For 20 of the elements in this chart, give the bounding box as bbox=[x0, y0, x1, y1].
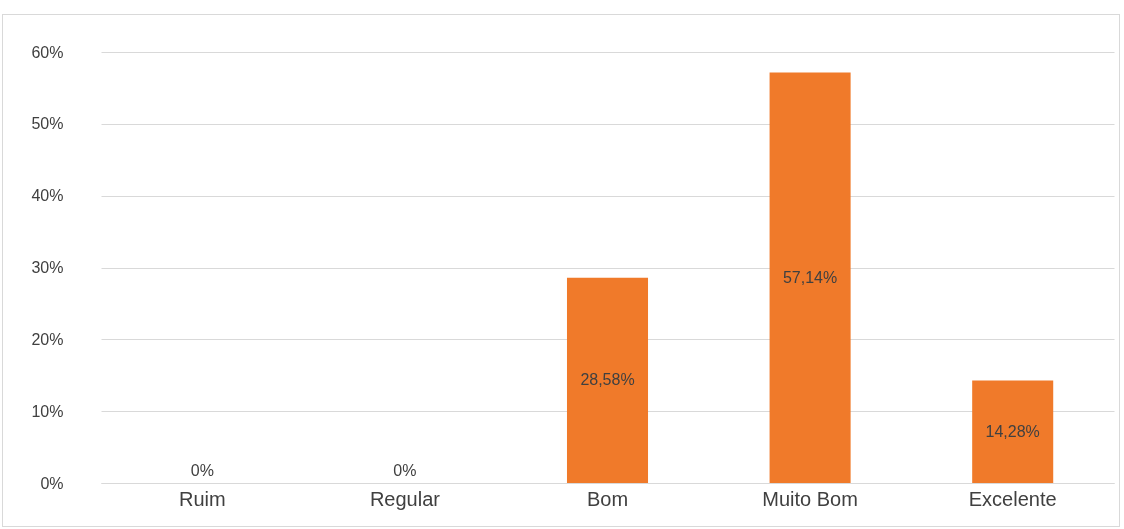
x-tick-label: Bom bbox=[586, 487, 629, 510]
x-tick-label: Muito Bom bbox=[762, 487, 858, 510]
data-label: 14,28% bbox=[985, 422, 1040, 440]
data-label: 0% bbox=[393, 462, 417, 479]
data-label: 0% bbox=[190, 462, 214, 479]
y-tick-label: 40% bbox=[31, 187, 64, 205]
x-tick-label: Excelente bbox=[968, 487, 1057, 510]
y-tick-label: 50% bbox=[31, 115, 64, 133]
bar bbox=[769, 72, 851, 483]
y-tick-label: 30% bbox=[31, 259, 64, 276]
y-tick-label: 0% bbox=[40, 474, 64, 492]
bar bbox=[566, 277, 649, 483]
bar bbox=[972, 380, 1054, 483]
y-tick-label: 60% bbox=[31, 43, 64, 61]
data-label: 57,14% bbox=[782, 268, 838, 286]
y-tick-label: 20% bbox=[31, 330, 64, 348]
x-tick-label: Ruim bbox=[178, 487, 226, 510]
x-tick-label: Regular bbox=[369, 487, 441, 510]
y-tick-label: 10% bbox=[31, 402, 64, 420]
data-label: 28,58% bbox=[580, 371, 635, 389]
